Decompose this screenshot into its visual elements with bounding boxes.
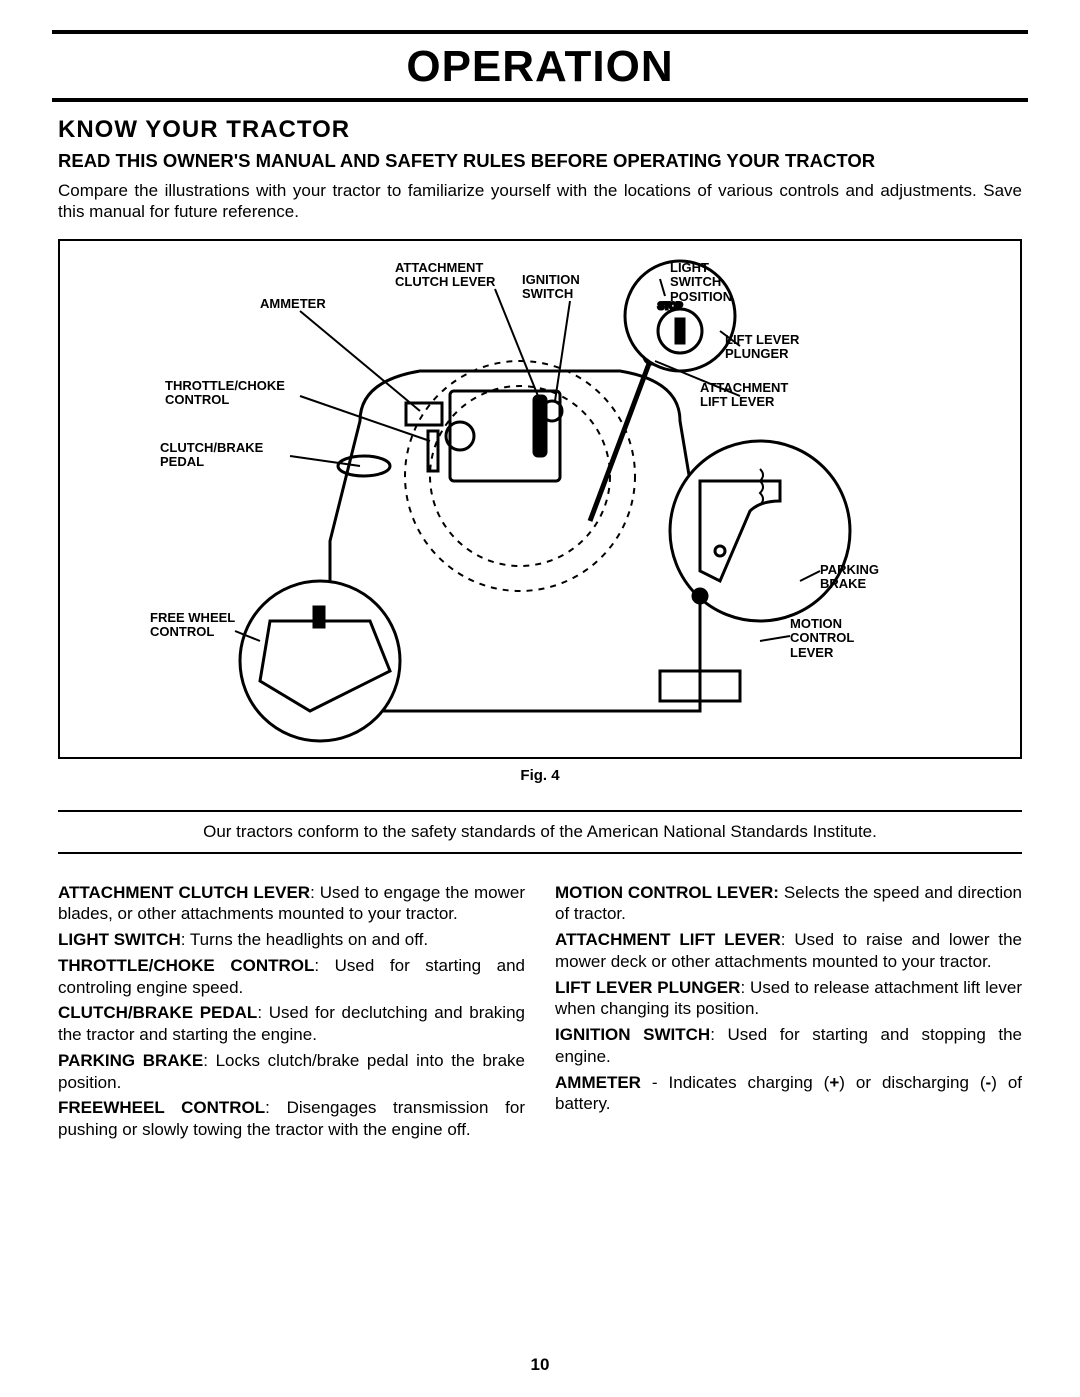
def-parking-brake: PARKING BRAKE: Locks clutch/brake pedal … [58,1050,525,1094]
def-attachment-lift-lever: ATTACHMENT LIFT LEVER: Used to raise and… [555,929,1022,973]
label-free-wheel-control: FREE WHEEL CONTROL [150,611,235,641]
diagram-box: STOP [58,239,1022,759]
label-ammeter: AMMETER [260,297,326,312]
top-rule [52,30,1028,34]
figure-caption: Fig. 4 [52,767,1028,784]
label-light-switch-position: LIGHT SWITCH POSITION [670,261,732,306]
label-ignition-switch: IGNITION SWITCH [522,273,580,303]
tractor-diagram: STOP [60,241,1020,757]
def-ignition-switch: IGNITION SWITCH: Used for starting and s… [555,1024,1022,1068]
def-lift-lever-plunger: LIFT LEVER PLUNGER: Used to release atta… [555,977,1022,1021]
label-attachment-clutch-lever: ATTACHMENT CLUTCH LEVER [395,261,495,291]
page-title: OPERATION [52,42,1028,92]
def-attachment-clutch-lever: ATTACHMENT CLUTCH LEVER: Used to engage … [58,882,525,926]
safety-note: Our tractors conform to the safety stand… [58,812,1022,852]
safety-rule-bottom [58,852,1022,854]
page-number: 10 [0,1355,1080,1375]
label-attachment-lift-lever: ATTACHMENT LIFT LEVER [700,381,788,411]
def-ammeter: AMMETER - Indicates charging (+) or disc… [555,1072,1022,1116]
def-freewheel-control: FREEWHEEL CONTROL: Disengages transmissi… [58,1097,525,1141]
subtitle: READ THIS OWNER'S MANUAL AND SAFETY RULE… [58,150,1028,172]
label-lift-lever-plunger: LIFT LEVER PLUNGER [725,333,799,363]
section-title: KNOW YOUR TRACTOR [58,116,1028,144]
label-throttle-choke-control: THROTTLE/CHOKE CONTROL [165,379,285,409]
safety-note-block: Our tractors conform to the safety stand… [58,810,1022,854]
intro-text: Compare the illustrations with your trac… [58,180,1022,223]
def-motion-control-lever: MOTION CONTROL LEVER: Selects the speed … [555,882,1022,926]
label-motion-control-lever: MOTION CONTROL LEVER [790,617,854,662]
definitions-right: MOTION CONTROL LEVER: Selects the speed … [555,882,1022,1145]
def-clutch-brake-pedal: CLUTCH/BRAKE PEDAL: Used for declutching… [58,1002,525,1046]
def-light-switch: LIGHT SWITCH: Turns the headlights on an… [58,929,525,951]
label-parking-brake: PARKING BRAKE [820,563,879,593]
def-throttle-choke: THROTTLE/CHOKE CONTROL: Used for startin… [58,955,525,999]
label-clutch-brake-pedal: CLUTCH/BRAKE PEDAL [160,441,263,471]
definitions-columns: ATTACHMENT CLUTCH LEVER: Used to engage … [58,882,1022,1145]
title-underline [52,98,1028,102]
definitions-left: ATTACHMENT CLUTCH LEVER: Used to engage … [58,882,525,1145]
